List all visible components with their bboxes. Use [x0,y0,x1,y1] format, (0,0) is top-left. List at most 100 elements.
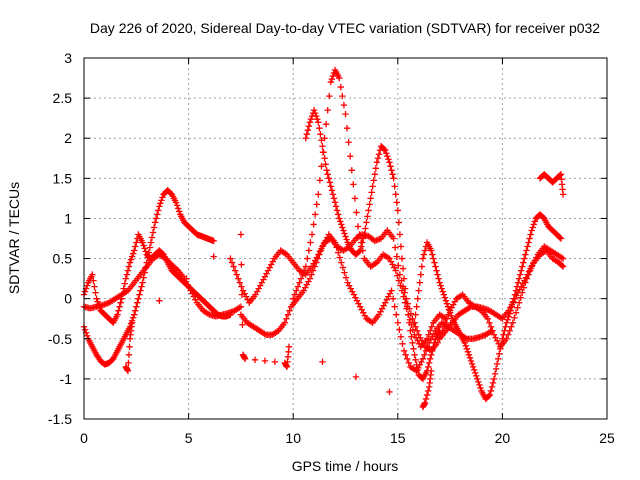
data-point [446,309,454,316]
data-point [121,280,128,287]
data-point [370,177,377,184]
data-point [264,267,272,274]
data-point [397,333,405,340]
data-point [91,283,98,290]
data-point [401,299,409,306]
data-point [424,387,432,395]
data-point [488,383,496,391]
data-point [404,355,411,363]
data-point [423,391,431,399]
data-point [367,195,374,202]
data-point [484,315,491,322]
data-point [373,159,381,166]
data-point [391,244,399,251]
data-point [424,363,432,371]
data-point [492,365,500,373]
data-point [345,139,352,146]
data-point [355,300,362,307]
data-point [473,372,480,380]
data-point [340,101,348,109]
data-point [392,191,399,198]
data-point [328,187,336,194]
data-point [352,373,360,381]
x-tick-label: 25 [599,430,615,446]
data-point [227,255,234,262]
data-point [117,299,124,306]
data-point [442,297,450,304]
data-point [306,275,314,282]
data-point [183,275,190,282]
data-point [394,272,401,279]
data-point [263,270,270,277]
data-point [559,191,567,198]
data-point [556,172,564,179]
data-point [231,267,239,274]
data-point [326,92,333,100]
data-point [485,392,493,400]
data-point [324,171,331,178]
data-point [255,285,262,292]
data-point [518,267,525,274]
data-point [124,267,132,274]
data-point [348,167,355,174]
data-point [402,351,409,359]
data-point [428,247,435,254]
data-point [155,207,162,214]
data-point [445,306,453,313]
data-point [559,255,567,262]
data-point [296,279,303,286]
data-point [281,319,289,326]
data-point [313,201,320,208]
data-point [135,295,142,302]
data-point [383,150,390,157]
data-point [444,303,452,310]
data-point [310,221,317,228]
data-point [322,161,329,168]
data-point [421,247,429,254]
data-point [556,234,564,241]
data-point [443,300,451,307]
data-point [486,319,493,326]
data-point [338,259,345,266]
data-point [397,282,404,289]
data-point [230,263,237,270]
data-point [399,340,406,347]
data-point [356,231,363,238]
data-point [268,261,275,268]
data-point [349,288,356,295]
data-point [357,239,365,246]
data-point [350,181,357,188]
data-point [133,239,140,246]
data-point [425,331,432,338]
data-point [123,271,131,278]
data-point [423,335,431,342]
data-point [308,231,316,238]
data-point [210,237,217,245]
data-point [90,277,97,284]
data-point [439,288,446,295]
data-point [489,379,497,387]
data-point [342,274,350,281]
data-point [385,156,392,163]
data-point [430,255,437,262]
data-point [338,221,345,228]
data-point [89,271,96,278]
data-point [427,355,434,363]
data-point [395,219,403,226]
data-point [531,218,539,225]
data-point [425,359,433,367]
data-point [438,285,445,292]
data-point [530,221,537,228]
data-point [331,199,339,206]
data-point [428,367,435,375]
data-point [442,315,450,322]
data-point [371,171,378,178]
data-point [131,311,138,318]
y-tick-label: 1.5 [53,170,73,186]
data-point [413,361,420,369]
data-point [156,203,163,210]
data-point [129,314,137,321]
y-tick-label: 0 [64,291,72,307]
data-point [154,211,161,218]
data-point [430,343,437,350]
